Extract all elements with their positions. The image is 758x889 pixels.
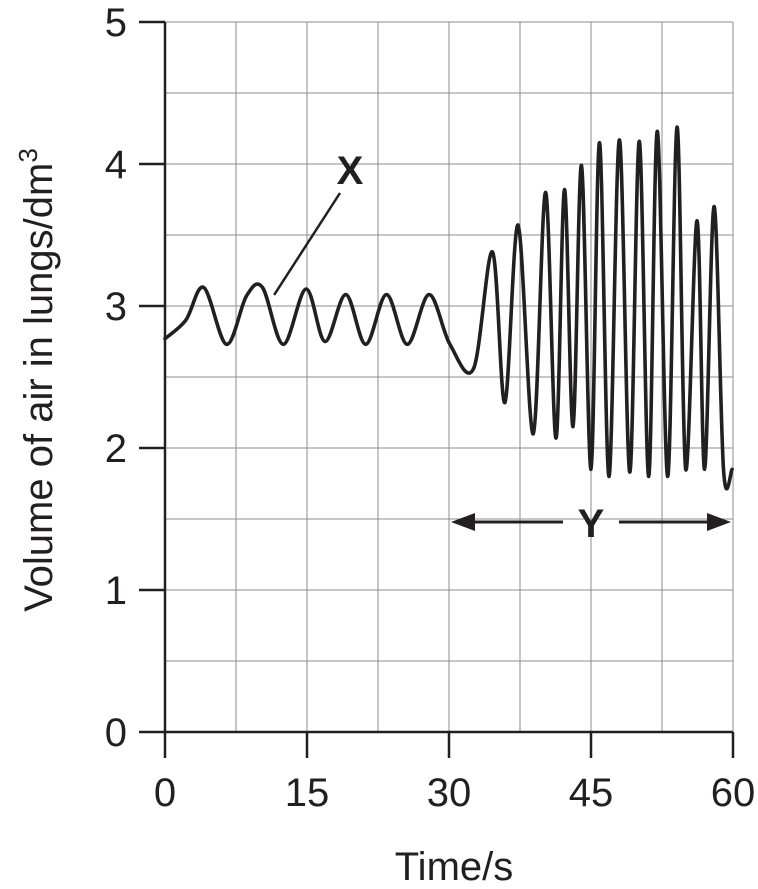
y-tick-label: 4 (105, 143, 127, 187)
x-tick-label: 60 (711, 771, 756, 815)
annotation-y-arrowhead-right (707, 513, 731, 531)
y-tick-label: 0 (105, 711, 127, 755)
x-axis-title: Time/s (395, 845, 514, 889)
annotation-y-label: Y (578, 502, 605, 546)
y-axis-title: Volume of air in lungs/dm3 (13, 148, 61, 612)
y-axis-title-superscript: 3 (13, 148, 43, 162)
y-axis-title-main: Volume of air in lungs/dm (17, 163, 61, 612)
y-tick-label: 3 (105, 285, 127, 329)
grid (164, 21, 734, 733)
x-tick-label: 45 (569, 771, 614, 815)
annotation-x-label: X (337, 149, 364, 193)
annotation-y-arrowhead-left (451, 513, 475, 531)
y-tick-label: 2 (105, 427, 127, 471)
y-tick-label: 5 (105, 1, 127, 45)
x-tick-label: 15 (285, 771, 330, 815)
annotation-x-leader (273, 192, 342, 296)
y-tick-label: 1 (105, 569, 127, 613)
series-line (163, 125, 734, 491)
x-tick-label: 0 (154, 771, 176, 815)
x-tick-label: 30 (427, 771, 472, 815)
